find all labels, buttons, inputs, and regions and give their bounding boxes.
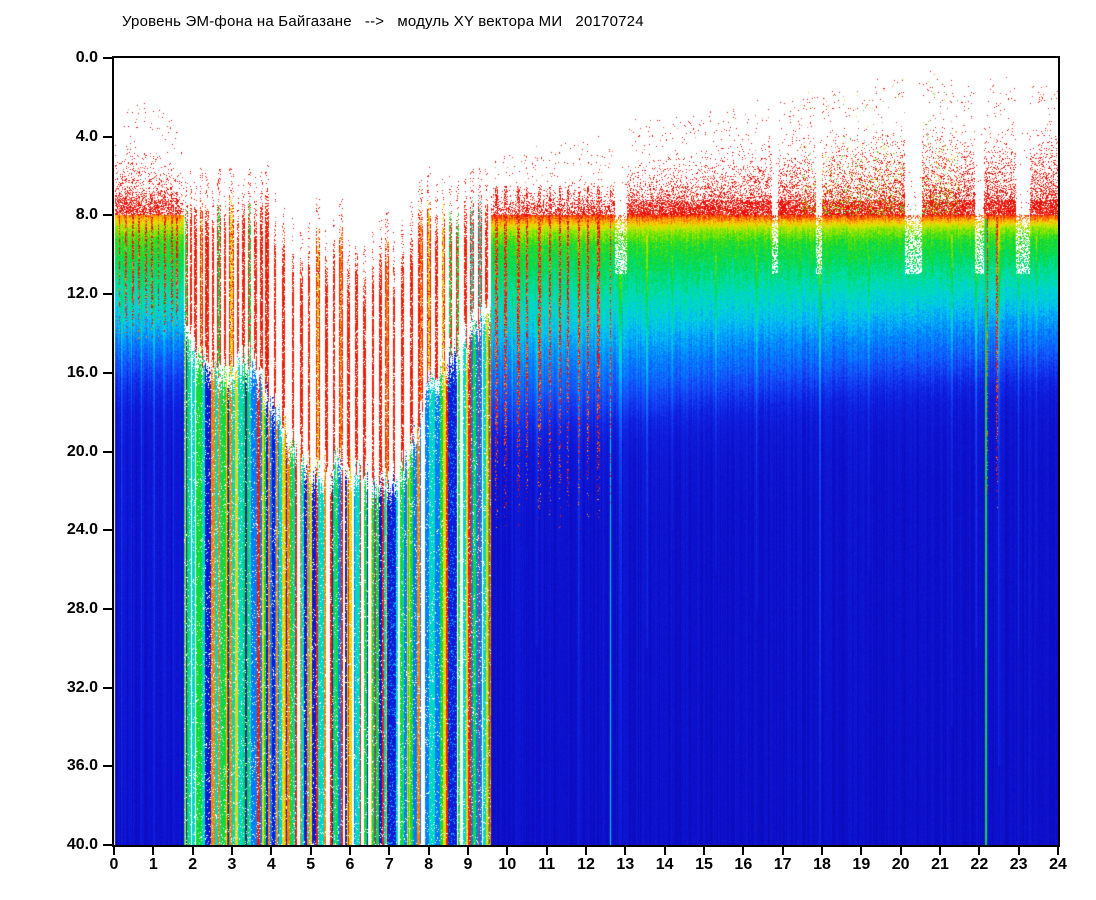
y-tick [103,686,112,689]
x-tick-label: 0 [109,856,119,873]
x-tick-label: 10 [498,856,517,873]
y-tick [103,57,112,59]
x-tick [585,847,587,855]
y-tick [103,765,112,768]
x-tick [152,847,155,855]
y-tick [103,450,112,453]
y-tick-label: 20.0 [66,442,98,460]
y-tick-label: 40.0 [66,836,98,853]
x-tick [545,847,548,855]
y-tick-label: 12.0 [66,285,98,303]
x-tick-label: 14 [655,856,674,873]
y-tick [103,135,112,138]
y-tick-label: 36.0 [66,757,98,775]
x-tick [1057,847,1059,855]
x-tick-label: 12 [577,856,595,873]
spectrogram-canvas [114,58,1058,845]
y-tick [103,607,112,610]
x-tick [231,847,233,855]
x-tick [309,847,312,855]
x-tick [860,847,863,855]
x-tick-label: 15 [695,856,713,873]
x-tick-label: 4 [266,856,276,873]
x-tick-label: 24 [1049,856,1067,873]
x-tick-label: 11 [538,856,556,873]
x-tick-label: 19 [852,856,871,873]
x-tick [1017,847,1020,855]
x-tick-label: 7 [384,856,394,873]
x-tick [978,847,981,855]
x-tick [624,847,627,855]
x-tick-label: 9 [463,856,473,873]
x-tick [467,847,469,855]
x-tick-label: 20 [891,856,910,873]
x-tick [821,847,823,855]
x-tick [113,847,115,855]
x-tick-label: 5 [306,856,316,873]
y-tick-label: 16.0 [66,363,98,381]
x-tick-label: 17 [773,856,792,873]
x-tick-label: 13 [616,856,635,873]
x-tick [703,847,705,855]
x-tick [191,847,194,855]
x-tick [939,847,941,855]
x-tick [427,847,430,855]
x-tick-label: 16 [734,856,753,873]
y-tick-label: 28.0 [66,599,98,617]
x-tick-label: 6 [345,856,355,873]
x-tick-label: 2 [188,856,198,873]
y-tick-label: 0.0 [75,49,98,66]
x-tick-label: 18 [813,856,831,873]
y-tick-label: 32.0 [66,678,98,696]
y-tick [103,844,112,846]
y-tick-label: 24.0 [66,521,98,539]
x-tick [506,847,509,855]
x-tick-label: 8 [424,856,434,873]
x-tick [388,847,391,855]
x-tick [742,847,745,855]
y-tick [103,214,112,217]
plot-area [112,56,1060,847]
chart-title: Уровень ЭМ-фона на Байгазане --> модуль … [122,13,644,30]
x-tick [899,847,902,855]
x-tick-label: 21 [931,856,949,873]
x-tick [270,847,273,855]
y-tick-label: 8.0 [75,206,98,224]
y-tick-label: 4.0 [75,127,98,145]
y-tick [103,371,112,374]
x-tick [781,847,784,855]
y-tick [103,529,112,532]
x-tick [663,847,666,855]
x-tick [349,847,351,855]
x-tick-label: 1 [148,856,158,873]
x-tick-label: 3 [227,856,237,873]
x-tick-label: 23 [1009,856,1028,873]
x-tick-label: 22 [970,856,989,873]
y-tick [103,293,112,296]
